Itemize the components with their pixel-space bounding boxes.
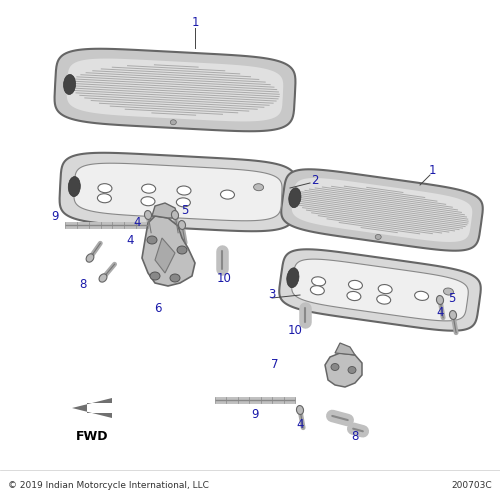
Ellipse shape bbox=[347, 292, 361, 300]
Text: 1: 1 bbox=[191, 16, 199, 28]
Text: 4: 4 bbox=[436, 306, 444, 320]
Ellipse shape bbox=[170, 120, 176, 125]
Polygon shape bbox=[60, 153, 296, 231]
Text: 1: 1 bbox=[428, 164, 436, 176]
Ellipse shape bbox=[150, 272, 160, 280]
Ellipse shape bbox=[144, 210, 152, 220]
Ellipse shape bbox=[68, 176, 80, 197]
Ellipse shape bbox=[378, 284, 392, 294]
Text: 3: 3 bbox=[268, 288, 276, 302]
Polygon shape bbox=[142, 216, 195, 286]
Text: 4: 4 bbox=[296, 418, 304, 432]
Ellipse shape bbox=[147, 236, 157, 244]
Ellipse shape bbox=[348, 366, 356, 374]
Text: 4: 4 bbox=[126, 234, 134, 246]
Text: 10: 10 bbox=[288, 324, 302, 336]
Ellipse shape bbox=[310, 286, 324, 295]
Ellipse shape bbox=[376, 295, 390, 304]
Text: 2: 2 bbox=[311, 174, 319, 186]
Text: 7: 7 bbox=[271, 358, 279, 372]
Ellipse shape bbox=[414, 292, 428, 300]
Text: 5: 5 bbox=[448, 292, 456, 304]
Ellipse shape bbox=[287, 268, 299, 287]
Ellipse shape bbox=[444, 288, 454, 295]
Text: 5: 5 bbox=[182, 204, 188, 216]
Ellipse shape bbox=[289, 188, 301, 208]
Ellipse shape bbox=[450, 310, 456, 320]
Ellipse shape bbox=[141, 196, 155, 206]
Polygon shape bbox=[335, 343, 355, 355]
Polygon shape bbox=[281, 170, 483, 250]
Polygon shape bbox=[54, 48, 296, 132]
Ellipse shape bbox=[142, 184, 156, 193]
Polygon shape bbox=[292, 178, 472, 242]
Ellipse shape bbox=[220, 190, 234, 199]
Text: 10: 10 bbox=[216, 272, 232, 284]
Polygon shape bbox=[279, 250, 481, 330]
Text: 200703C: 200703C bbox=[452, 480, 492, 490]
Ellipse shape bbox=[296, 406, 304, 414]
Text: 8: 8 bbox=[80, 278, 86, 291]
Ellipse shape bbox=[436, 296, 444, 304]
Ellipse shape bbox=[312, 277, 326, 286]
Ellipse shape bbox=[98, 194, 112, 202]
Ellipse shape bbox=[177, 186, 191, 195]
Ellipse shape bbox=[170, 274, 180, 282]
Text: FWD: FWD bbox=[76, 430, 108, 443]
Polygon shape bbox=[72, 398, 112, 418]
Text: 9: 9 bbox=[252, 408, 259, 422]
Polygon shape bbox=[292, 259, 469, 321]
Text: 6: 6 bbox=[154, 302, 162, 314]
Ellipse shape bbox=[254, 184, 264, 190]
Ellipse shape bbox=[375, 234, 381, 240]
Ellipse shape bbox=[99, 274, 107, 282]
Text: © 2019 Indian Motorcycle International, LLC: © 2019 Indian Motorcycle International, … bbox=[8, 480, 209, 490]
Polygon shape bbox=[74, 163, 282, 221]
Text: 8: 8 bbox=[352, 430, 358, 444]
Polygon shape bbox=[155, 238, 175, 273]
Ellipse shape bbox=[331, 364, 339, 370]
Polygon shape bbox=[152, 203, 178, 218]
Text: 9: 9 bbox=[52, 210, 59, 224]
Ellipse shape bbox=[176, 198, 190, 207]
Ellipse shape bbox=[177, 246, 187, 254]
Text: 4: 4 bbox=[133, 216, 141, 228]
Ellipse shape bbox=[98, 184, 112, 192]
Ellipse shape bbox=[172, 210, 178, 220]
Ellipse shape bbox=[64, 74, 76, 94]
Polygon shape bbox=[66, 58, 284, 122]
Ellipse shape bbox=[86, 254, 94, 262]
Ellipse shape bbox=[178, 220, 186, 230]
Polygon shape bbox=[325, 353, 362, 387]
Ellipse shape bbox=[348, 280, 362, 289]
